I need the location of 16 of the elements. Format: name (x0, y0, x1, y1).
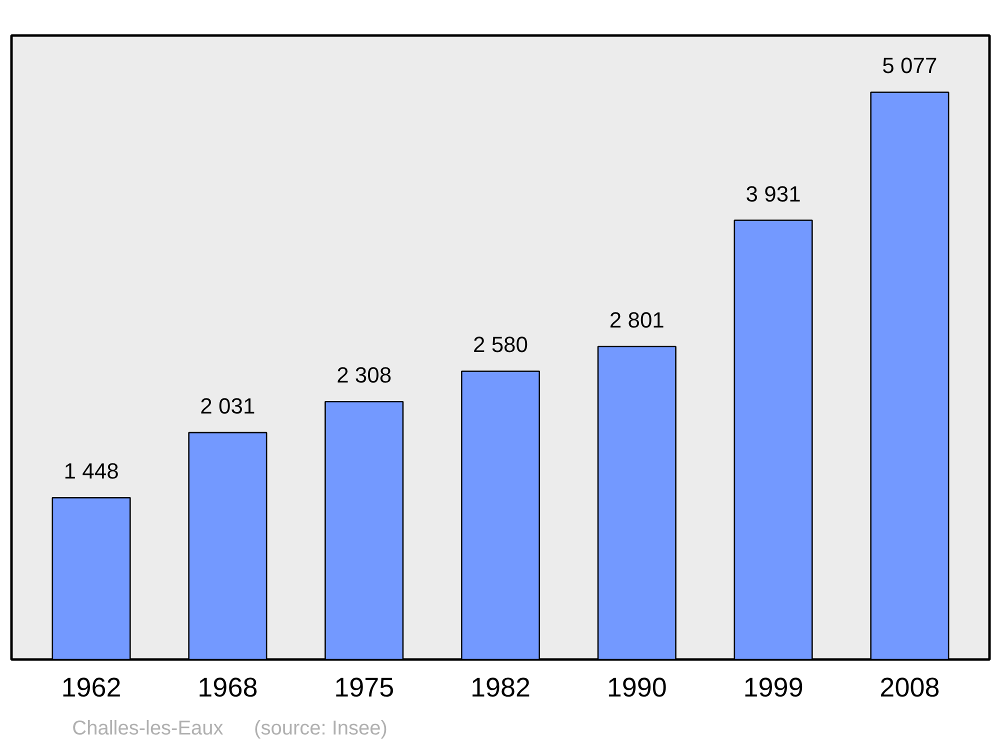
data-label: 2 801 (609, 308, 664, 333)
x-tick-label: 1962 (61, 672, 122, 702)
x-tick-label: 1982 (470, 672, 531, 702)
x-tick-label: 1968 (198, 672, 258, 702)
text: (source: Insee) (254, 718, 388, 740)
data-label: 3 931 (746, 181, 801, 206)
x-tick-label: 2008 (880, 672, 940, 702)
data-label: 2 580 (472, 332, 528, 358)
data-label: 2 031 (200, 394, 256, 419)
x-tick-label: 1975 (334, 672, 394, 702)
x-tick-label: 1990 (606, 672, 667, 702)
x-tick-label: 1999 (743, 672, 804, 702)
data-label: 5 077 (882, 53, 938, 78)
data-label: 1 448 (64, 458, 119, 484)
text: Challes-les-Eaux (72, 718, 224, 740)
data-label: 2 308 (336, 362, 392, 388)
